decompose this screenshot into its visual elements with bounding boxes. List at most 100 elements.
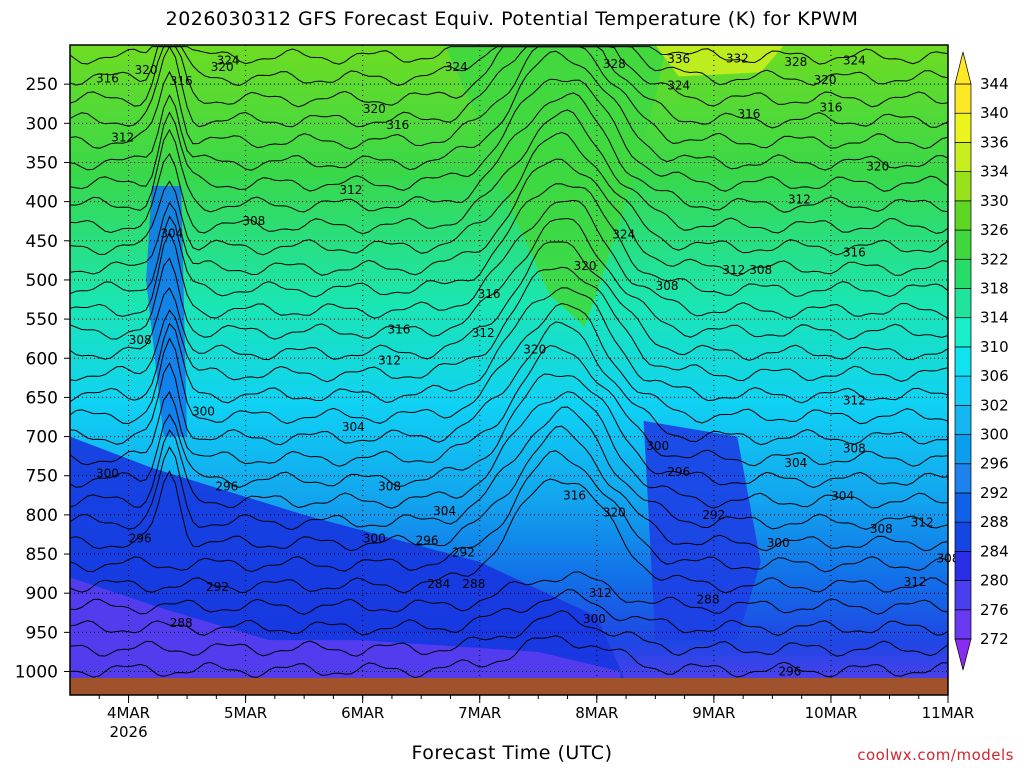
contour-label: 312 <box>472 326 495 340</box>
contour-label: 320 <box>866 159 889 173</box>
contour-label: 292 <box>452 545 475 559</box>
contour-label: 296 <box>215 480 238 494</box>
contour-label: 300 <box>646 439 669 453</box>
contour-label: 292 <box>702 508 725 522</box>
contour-label: 296 <box>667 465 690 479</box>
contour-label: 300 <box>767 536 790 550</box>
contour-label: 320 <box>574 259 597 273</box>
y-tick-label: 900 <box>26 584 58 604</box>
colorbar-label: 326 <box>980 221 1009 239</box>
contour-label: 316 <box>478 287 501 301</box>
field-region-high <box>444 45 668 327</box>
contour-label: 300 <box>96 466 119 480</box>
contour-label: 304 <box>433 504 456 518</box>
ground-strip <box>70 678 948 695</box>
colorbar-swatch <box>954 580 972 611</box>
contour-line <box>70 287 948 404</box>
y-tick-label: 250 <box>26 75 58 95</box>
colorbar-swatch <box>954 463 972 494</box>
credit-text: coolwx.com/models <box>857 746 1014 764</box>
colorbar-label: 300 <box>980 426 1009 444</box>
field-region-low-east <box>643 420 761 641</box>
colorbar-swatch <box>954 375 972 406</box>
colorbar-swatch <box>954 200 972 231</box>
colorbar-swatch <box>954 404 972 435</box>
y-tick-label: 700 <box>26 428 58 448</box>
contour-label: 328 <box>603 57 626 71</box>
colorbar-label: 276 <box>980 601 1009 619</box>
y-tick-label: 1000 <box>15 663 58 683</box>
contour-label: 312 <box>904 575 927 589</box>
colorbar-swatch <box>954 112 972 143</box>
colorbar-label: 340 <box>980 104 1009 122</box>
contour-line <box>70 588 948 637</box>
contour-line <box>70 266 948 383</box>
colorbar-label: 302 <box>980 396 1009 414</box>
contour-label: 284 <box>427 577 450 591</box>
contour-line <box>70 302 948 425</box>
y-tick-label: 950 <box>26 623 58 643</box>
contour-label: 288 <box>697 592 720 606</box>
x-tick-label: 5MAR <box>224 704 267 722</box>
contour-label: 304 <box>160 227 183 241</box>
contour-label: 312 <box>589 586 612 600</box>
x-tick-label: 6MAR <box>341 704 384 722</box>
contour-label: 308 <box>378 480 401 494</box>
contour-line <box>70 478 948 594</box>
contour-line <box>70 46 948 150</box>
y-tick-label: 800 <box>26 506 58 526</box>
contour-label: 292 <box>206 580 229 594</box>
x-tick-label: 11MAR <box>922 704 975 722</box>
contour-label: 324 <box>612 228 635 242</box>
y-tick-label: 750 <box>26 467 58 487</box>
contour-line <box>70 199 948 319</box>
colorbar-label: 344 <box>980 75 1009 93</box>
x-tick-label: 4MAR <box>107 704 150 722</box>
contour-label: 324 <box>217 54 240 68</box>
contour-label: 300 <box>192 405 215 419</box>
y-tick-label: 600 <box>26 349 58 369</box>
colorbar-swatch <box>954 142 972 172</box>
contour-label: 316 <box>388 322 411 336</box>
colorbar-label: 272 <box>980 630 1009 648</box>
contour-label: 308 <box>129 333 152 347</box>
colorbar-label: 322 <box>980 250 1009 268</box>
contour-line <box>70 92 948 213</box>
field-region-trough <box>146 185 188 437</box>
contour-line <box>70 131 948 256</box>
contour-label: 312 <box>340 183 363 197</box>
contour-label: 316 <box>386 118 409 132</box>
colorbar-label: 280 <box>980 572 1009 590</box>
colorbar-swatch <box>954 551 972 581</box>
colorbar-label: 284 <box>980 542 1009 560</box>
contour-label: 312 <box>788 192 811 206</box>
colorbar-label: 314 <box>980 309 1009 327</box>
contour-line <box>70 391 948 509</box>
field-region-peak <box>655 45 785 77</box>
colorbar-swatch <box>954 83 972 114</box>
colorbar-swatch <box>954 346 972 377</box>
contour-label: 304 <box>784 456 807 470</box>
contour-label: 308 <box>749 263 772 277</box>
contour-label: 320 <box>603 506 626 520</box>
contour-line <box>70 50 948 171</box>
contour-line <box>70 406 948 531</box>
x-year-label: 2026 <box>109 723 147 741</box>
colorbar-label: 318 <box>980 279 1009 297</box>
colorbar-label: 330 <box>980 192 1009 210</box>
colorbar-swatch <box>954 229 972 260</box>
contour-label: 336 <box>667 52 690 66</box>
y-tick-label: 850 <box>26 545 58 565</box>
contour-label: 316 <box>96 72 119 86</box>
contour-line <box>70 45 948 129</box>
x-tick-label: 10MAR <box>805 704 858 722</box>
contour-line <box>70 450 948 573</box>
x-tick-label: 8MAR <box>575 704 618 722</box>
contour-line <box>70 241 948 361</box>
colorbar-label: 292 <box>980 484 1009 502</box>
colorbar-swatch <box>954 521 972 552</box>
contour-label: 324 <box>667 79 690 93</box>
contour-label: 320 <box>523 343 546 357</box>
contour-label: 324 <box>445 60 468 74</box>
